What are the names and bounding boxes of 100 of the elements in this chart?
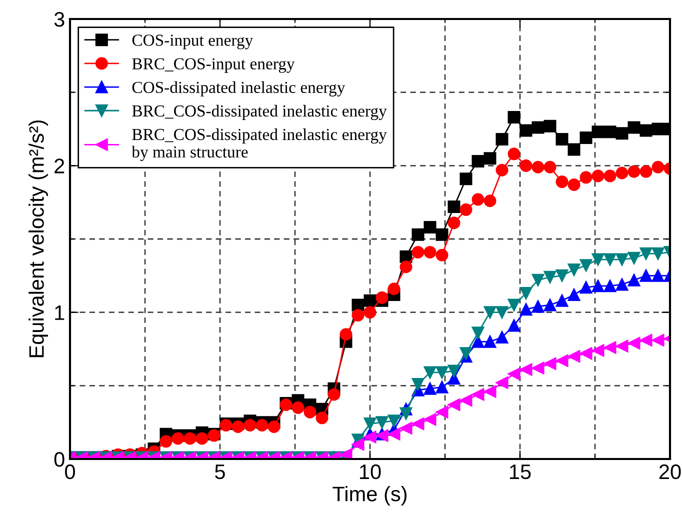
point [628, 165, 640, 178]
point [604, 126, 616, 138]
point [424, 413, 436, 426]
point [460, 394, 472, 407]
point [364, 418, 376, 430]
point [496, 376, 508, 389]
point [556, 133, 568, 146]
y-axis-title: Equivalent velocity (m²/s²) [28, 120, 48, 358]
point [436, 380, 448, 394]
legend-label: COS-input energy [132, 34, 254, 50]
point [412, 418, 424, 430]
point [580, 259, 592, 272]
point [472, 326, 484, 340]
x-tick-label: 0 [65, 464, 75, 480]
point [460, 203, 472, 216]
point [436, 228, 448, 241]
point [460, 347, 472, 360]
legend-label: COS-dissipated inelastic energy [132, 81, 346, 96]
point [376, 291, 388, 304]
point [400, 422, 412, 434]
point [484, 194, 496, 208]
point [628, 252, 640, 264]
y-tick-label: 3 [54, 12, 64, 27]
point [244, 419, 256, 432]
point [628, 336, 640, 350]
point [568, 288, 580, 301]
point [268, 420, 280, 433]
point [532, 274, 544, 286]
point [316, 412, 328, 424]
point [520, 287, 532, 300]
legend-label: BRC_COS-dissipated inelastic energy [132, 104, 387, 120]
point [424, 366, 436, 379]
point [568, 143, 580, 156]
point [532, 362, 544, 374]
point [592, 126, 604, 138]
point [484, 306, 496, 319]
point [616, 166, 628, 180]
point [544, 298, 556, 312]
point [448, 216, 460, 230]
point [460, 172, 472, 186]
point [616, 278, 628, 291]
point [568, 264, 580, 276]
point [592, 253, 604, 266]
point [520, 124, 532, 137]
point [484, 335, 496, 348]
point [388, 428, 400, 440]
point [556, 176, 568, 188]
point [496, 164, 508, 176]
point [640, 269, 652, 282]
point [652, 160, 664, 174]
point [568, 350, 580, 363]
point [328, 388, 340, 401]
point [592, 280, 604, 292]
point [340, 328, 352, 341]
point [532, 121, 544, 134]
x-tick-label: 10 [360, 464, 381, 480]
legend-label: BRC_COS-input energy [132, 58, 295, 73]
point [352, 309, 364, 322]
point [604, 280, 616, 292]
point [640, 124, 652, 137]
point [628, 121, 640, 134]
point [640, 165, 652, 178]
point [532, 300, 544, 313]
point [604, 170, 616, 182]
point [532, 160, 544, 174]
point [388, 414, 400, 428]
point [256, 419, 268, 432]
point [508, 319, 520, 332]
point [556, 269, 568, 282]
point [580, 132, 592, 144]
point [400, 260, 412, 274]
point [352, 438, 364, 451]
point [616, 127, 628, 140]
point [628, 274, 640, 286]
point [544, 120, 556, 132]
y-tick-label: 1 [55, 306, 64, 320]
point [436, 406, 448, 418]
point [436, 248, 448, 262]
point [364, 430, 376, 444]
point [508, 368, 520, 380]
point [412, 378, 424, 390]
point [568, 178, 580, 191]
point [484, 385, 496, 398]
point [508, 148, 520, 160]
point [448, 398, 460, 411]
point [196, 432, 208, 445]
point [580, 347, 592, 360]
point [496, 133, 508, 146]
point [376, 416, 388, 429]
point [652, 247, 664, 260]
point [364, 294, 376, 307]
y-tick-label: 0 [54, 452, 64, 467]
point [604, 341, 616, 354]
point [640, 247, 652, 260]
x-tick-label: 15 [510, 464, 531, 480]
point [556, 354, 568, 367]
point [472, 155, 484, 168]
y-tick-label: 2 [54, 158, 64, 174]
x-axis-title: Time (s) [332, 486, 407, 506]
point [520, 303, 532, 316]
